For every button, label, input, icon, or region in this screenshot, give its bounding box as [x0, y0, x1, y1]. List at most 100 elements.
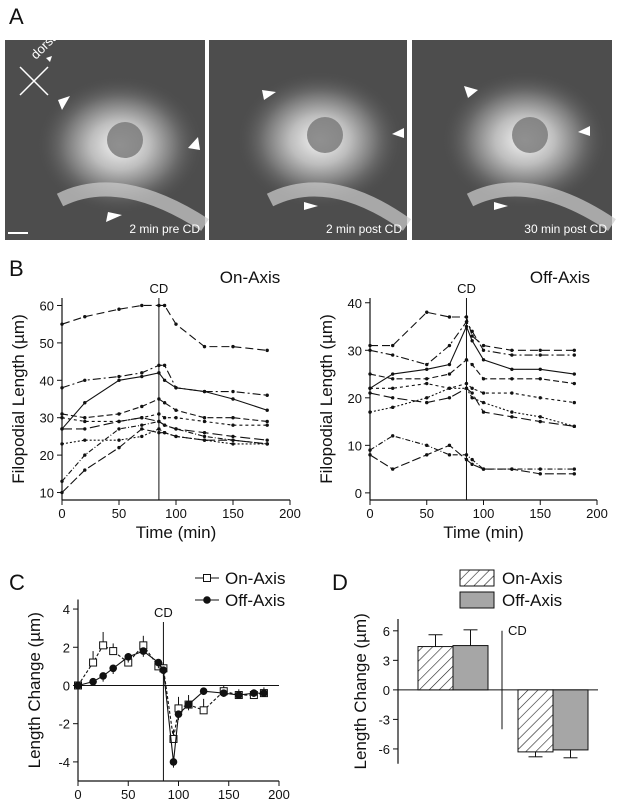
marker — [117, 445, 121, 450]
marker — [510, 391, 514, 395]
marker — [109, 647, 118, 656]
marker — [174, 408, 178, 412]
marker — [202, 344, 207, 349]
marker — [157, 371, 161, 375]
x-tick-label: 150 — [529, 506, 551, 521]
caption: 30 min post CD — [524, 222, 607, 236]
series-line — [369, 325, 575, 389]
legend-label: Off-Axis — [502, 591, 562, 610]
marker — [391, 343, 395, 348]
caption: 2 min post CD — [326, 222, 402, 236]
marker — [60, 416, 64, 420]
marker — [470, 329, 474, 333]
marker — [425, 443, 429, 448]
y-tick-label: 20 — [348, 391, 362, 406]
marker — [368, 348, 372, 352]
marker — [368, 453, 372, 457]
marker — [265, 438, 269, 442]
x-tick-label: 200 — [268, 787, 290, 801]
y-tick-label: 6 — [383, 624, 390, 639]
image-panel: A dorsal 2 min pre CD 2 min post CD — [5, 4, 616, 240]
series-line — [61, 364, 268, 396]
marker — [265, 393, 269, 397]
micrograph: 30 min post CD — [412, 40, 616, 240]
marker — [83, 427, 87, 431]
marker — [157, 397, 161, 401]
marker — [231, 416, 235, 420]
marker — [510, 348, 514, 352]
marker — [117, 374, 121, 379]
marker — [510, 467, 514, 471]
marker — [157, 427, 161, 431]
marker — [157, 303, 161, 308]
marker — [117, 419, 121, 424]
marker — [117, 412, 121, 416]
series-line — [77, 650, 264, 762]
x-tick-label: 100 — [473, 506, 495, 521]
marker — [510, 377, 514, 381]
y-tick-label: 10 — [40, 486, 54, 501]
x-tick-label: 0 — [58, 506, 65, 521]
marker — [99, 672, 107, 680]
marker — [481, 410, 486, 414]
marker — [199, 687, 208, 696]
marker — [60, 386, 64, 390]
marker — [447, 396, 452, 400]
marker — [231, 434, 235, 439]
marker — [572, 348, 576, 352]
y-tick-label: 0 — [355, 486, 362, 501]
marker — [83, 378, 87, 382]
marker — [231, 438, 235, 442]
marker — [140, 423, 144, 427]
marker — [250, 689, 258, 697]
marker — [60, 442, 64, 446]
marker — [174, 710, 183, 718]
marker — [154, 658, 163, 667]
marker — [162, 416, 167, 420]
marker — [174, 322, 178, 326]
marker — [159, 666, 168, 674]
marker — [202, 419, 207, 424]
micrograph: 2 min post CD — [209, 40, 412, 240]
marker — [425, 381, 429, 386]
y-axis-title: Filopodial Length (µm) — [317, 314, 336, 484]
marker — [117, 427, 121, 431]
marker — [117, 307, 121, 311]
series-line — [61, 304, 268, 351]
panel-label: D — [332, 570, 348, 595]
marker — [538, 353, 542, 357]
marker — [202, 430, 207, 435]
marker — [231, 389, 235, 394]
marker — [117, 378, 121, 382]
marker — [60, 412, 64, 416]
series-line — [369, 359, 575, 385]
marker — [470, 362, 474, 367]
y-tick-label: 60 — [40, 298, 54, 313]
y-tick-label: 0 — [383, 683, 390, 698]
marker — [231, 397, 235, 401]
series-line — [61, 428, 268, 493]
marker — [447, 443, 452, 448]
marker — [470, 391, 474, 395]
marker — [538, 396, 542, 400]
marker — [538, 348, 542, 352]
marker — [510, 415, 514, 419]
marker — [169, 734, 178, 743]
marker — [83, 416, 87, 420]
x-tick-label: 200 — [279, 506, 301, 521]
series-line — [61, 428, 268, 445]
marker — [174, 434, 178, 439]
marker — [391, 396, 395, 400]
marker — [174, 386, 178, 390]
legend-swatch — [459, 569, 495, 587]
marker — [510, 410, 514, 414]
marker — [470, 457, 474, 462]
annotation: CD — [154, 605, 173, 620]
marker — [391, 405, 395, 410]
marker — [464, 315, 469, 319]
series-line — [61, 398, 268, 422]
marker — [391, 467, 395, 471]
marker — [470, 386, 474, 391]
x-tick-label: 50 — [420, 506, 434, 521]
